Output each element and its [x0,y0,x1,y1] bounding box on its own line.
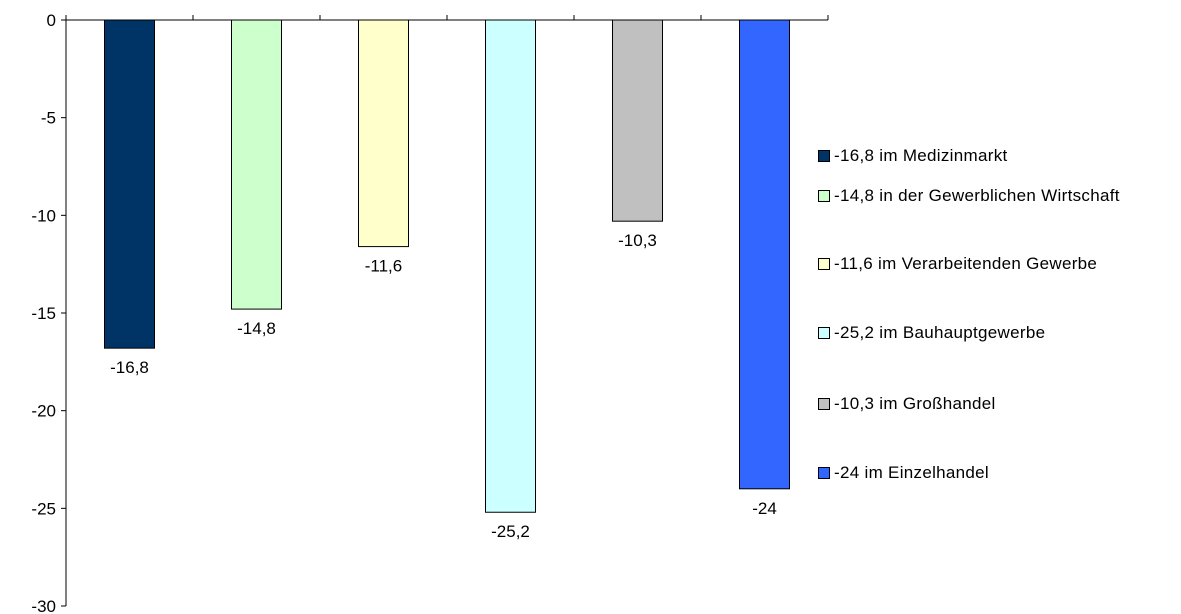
data-label: -16,8 [110,358,149,377]
legend-label: -14,8 in der Gewerblichen Wirtschaft [834,186,1120,205]
legend-swatch [818,190,830,202]
bar [358,19,409,248]
y-tick-label: -20 [31,402,56,421]
legend-item: -14,8 in der Gewerblichen Wirtschaft [818,185,1174,207]
bar [612,19,663,222]
legend-label: -10,3 im Großhandel [834,394,996,413]
bar [485,19,536,513]
legend-item: -24 im Einzelhandel [818,462,1174,484]
data-label: -14,8 [237,319,276,338]
data-label: -24 [752,499,777,518]
legend-item: -16,8 im Medizinmarkt [818,145,1174,167]
bar [231,19,282,310]
y-tick-label: -5 [41,109,56,128]
data-label: -11,6 [365,257,403,276]
legend-swatch [818,398,830,410]
legend-item: -10,3 im Großhandel [818,393,1174,415]
axes: 0 -5 -10 -15 -20 -25 -30 [31,11,829,614]
y-tick-label: -10 [31,206,56,225]
legend-swatch [818,258,830,270]
y-tick-label: -15 [31,304,56,323]
legend-swatch [818,150,830,162]
legend: -16,8 im Medizinmarkt -14,8 in der Gewerb… [818,0,1178,614]
data-labels: -16,8 -14,8 -11,6 -25,2 -10,3 -24 [110,231,777,541]
legend-label: -16,8 im Medizinmarkt [834,146,1008,165]
bars [104,19,790,513]
data-label: -10,3 [618,231,657,250]
legend-swatch [818,467,830,479]
y-tick-label: -30 [31,597,56,614]
data-label: -25,2 [491,522,530,541]
bar [739,19,790,490]
legend-swatch [818,327,830,339]
legend-label: -24 im Einzelhandel [834,463,990,482]
legend-item: -11,6 im Verarbeitenden Gewerbe [818,253,1174,275]
legend-item: -25,2 im Bauhauptgewerbe [818,322,1174,344]
legend-label: -25,2 im Bauhauptgewerbe [834,323,1046,342]
y-tick-label: -25 [31,499,56,518]
y-tick-label: 0 [47,11,56,30]
legend-label: -11,6 im Verarbeitenden Gewerbe [834,254,1098,273]
bar [104,19,155,349]
